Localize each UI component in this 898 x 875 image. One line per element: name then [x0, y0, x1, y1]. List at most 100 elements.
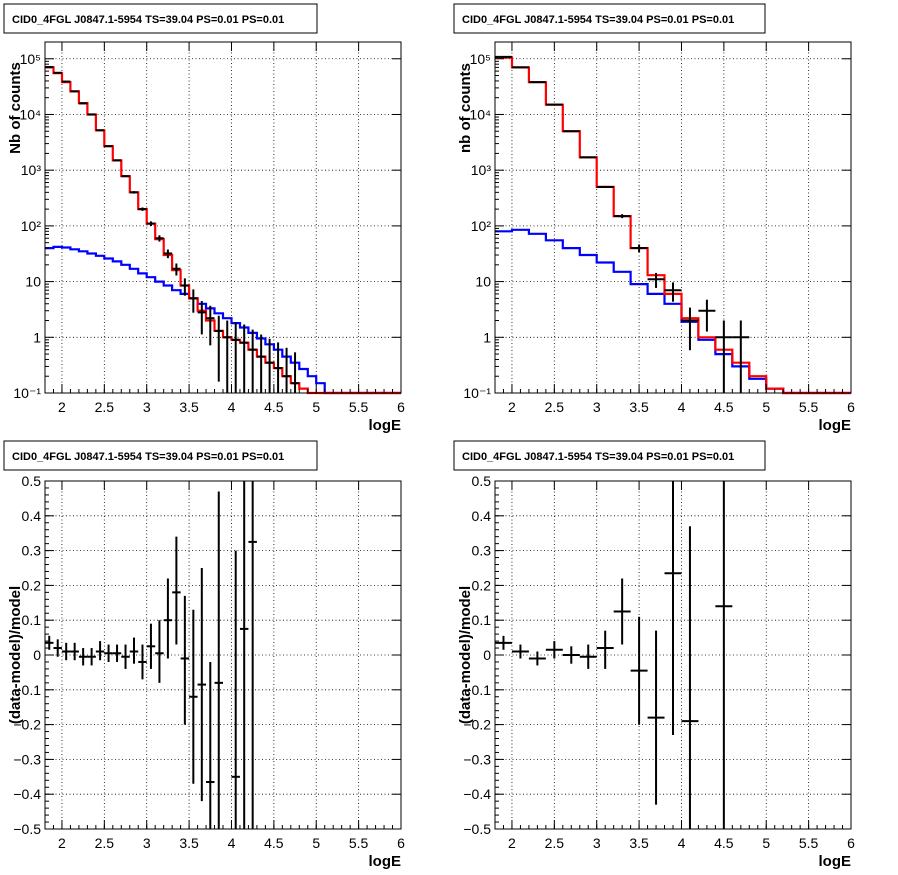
- y-tick-label: 10⁵: [470, 51, 491, 67]
- chart-title: CID0_4FGL J0847.1-5954 TS=39.04 PS=0.01 …: [462, 14, 734, 26]
- data-point: [61, 642, 71, 661]
- data-point: [112, 644, 122, 662]
- series-total-model: [495, 56, 851, 395]
- x-tick-label: 4: [228, 835, 236, 851]
- y-tick-label: 1: [483, 329, 491, 345]
- x-tick-label: 5: [312, 399, 320, 415]
- data-point: [78, 648, 88, 666]
- x-tick-label: 2: [58, 835, 66, 851]
- x-axis-label: logE: [369, 417, 402, 434]
- data-point: [87, 648, 96, 666]
- axis-ticks: 2 2.5 3 3.5 4 4.5 5 5.5 6 −0.5 −0.4 −0.3 −0.2 −0.1 0 0.…: [463, 473, 855, 851]
- y-tick-label: −0.5: [13, 821, 41, 837]
- data-point: [290, 352, 300, 393]
- data-point: [129, 637, 139, 664]
- y-tick-label: −0.2: [13, 717, 41, 733]
- data-point: [562, 646, 580, 664]
- x-tick-label: 4.5: [264, 399, 284, 415]
- x-tick-label: 5: [762, 399, 770, 415]
- chart-title: CID0_4FGL J0847.1-5954 TS=39.04 PS=0.01 …: [12, 14, 284, 26]
- x-tick-label: 5: [762, 835, 770, 851]
- y-tick-label: 1: [33, 329, 41, 345]
- x-tick-label: 4: [228, 399, 236, 415]
- y-tick-label: 10⁴: [19, 106, 41, 122]
- data-point: [104, 644, 113, 662]
- data-point: [495, 635, 512, 650]
- y-tick-label: −0.4: [463, 786, 491, 802]
- x-tick-label: 3.5: [179, 399, 199, 415]
- axis-ticks: 2 2.5 3 3.5 4 4.5 5 5.5 6 10⁻¹ 1 10 10² 10³ 10⁴ 10⁵: [13, 41, 405, 415]
- y-tick-label: −0.4: [13, 786, 41, 802]
- data-point: [180, 278, 190, 296]
- data-point: [45, 635, 54, 650]
- x-tick-label: 6: [397, 835, 405, 851]
- x-tick-label: 5.5: [799, 399, 819, 415]
- chart-panel-3: CID0_4FGL J0847.1-5954 TS=39.04 PS=0.01 …: [3, 440, 405, 870]
- data-point: [579, 156, 597, 159]
- y-tick-label: 10⁻¹: [13, 385, 41, 401]
- y-axis-label: (data-model)/model: [457, 586, 474, 724]
- x-tick-label: 5.5: [349, 399, 369, 415]
- data-point: [248, 481, 257, 829]
- data-point: [197, 568, 207, 802]
- data-point: [138, 644, 147, 680]
- data-point: [112, 159, 122, 162]
- chart-title: CID0_4FGL J0847.1-5954 TS=39.04 PS=0.01 …: [12, 451, 284, 463]
- x-tick-label: 3: [143, 399, 151, 415]
- data-point: [189, 609, 198, 784]
- x-tick-label: 4: [678, 399, 686, 415]
- data-point: [172, 263, 181, 276]
- x-tick-label: 3: [593, 399, 601, 415]
- y-tick-label: 10²: [471, 218, 492, 234]
- y-tick-label: 0.5: [22, 473, 42, 489]
- data-point: [282, 347, 291, 393]
- x-axis-label: logE: [369, 853, 402, 870]
- y-tick-label: −0.1: [13, 682, 41, 698]
- x-tick-label: 4.5: [264, 835, 284, 851]
- y-tick-label: −0.2: [463, 717, 491, 733]
- data-point: [155, 620, 164, 683]
- y-tick-label: 10⁵: [20, 51, 41, 67]
- data-point: [528, 651, 546, 666]
- data-point: [129, 191, 139, 194]
- y-tick-label: −0.3: [463, 751, 491, 767]
- data-point: [53, 639, 62, 657]
- axis-ticks: 2 2.5 3 3.5 4 4.5 5 5.5 6 10⁻¹ 1 10 10² 10³ 10⁴ 10⁵: [463, 41, 855, 415]
- data-point: [647, 272, 665, 288]
- y-tick-label: 10²: [21, 218, 42, 234]
- data-points: [495, 481, 733, 829]
- y-tick-label: 0.3: [472, 543, 492, 559]
- data-point: [664, 481, 682, 736]
- chart-panel-1: CID0_4FGL J0847.1-5954 TS=39.04 PS=0.01 …: [3, 3, 405, 434]
- data-point: [511, 644, 529, 659]
- data-point: [248, 329, 257, 393]
- y-tick-label: 0.5: [472, 473, 492, 489]
- chart-panel-2: CID0_4FGL J0847.1-5954 TS=39.04 PS=0.01 …: [453, 3, 855, 434]
- y-tick-label: 0.2: [22, 577, 42, 593]
- y-tick-label: −0.5: [463, 821, 491, 837]
- series-total-model: [45, 66, 401, 395]
- data-point: [231, 550, 240, 829]
- data-point: [596, 630, 614, 669]
- data-point: [121, 175, 130, 178]
- x-tick-label: 2.5: [95, 835, 115, 851]
- x-tick-label: 6: [397, 399, 405, 415]
- chart-title-box: [453, 3, 766, 34]
- x-tick-label: 5.5: [799, 835, 819, 851]
- data-point: [189, 289, 198, 313]
- data-point: [613, 578, 631, 645]
- y-tick-label: −0.1: [463, 682, 491, 698]
- data-point: [146, 221, 156, 227]
- data-point: [664, 282, 682, 302]
- x-tick-label: 2: [508, 835, 516, 851]
- y-tick-label: 10³: [471, 162, 492, 178]
- data-point: [197, 301, 207, 335]
- x-tick-label: 4: [678, 835, 686, 851]
- data-point: [163, 249, 173, 259]
- data-point: [95, 129, 105, 132]
- data-point: [223, 320, 232, 393]
- x-axis-label: logE: [819, 853, 852, 870]
- x-tick-label: 3.5: [179, 835, 199, 851]
- data-point: [104, 145, 113, 148]
- chart-title: CID0_4FGL J0847.1-5954 TS=39.04 PS=0.01 …: [462, 451, 734, 463]
